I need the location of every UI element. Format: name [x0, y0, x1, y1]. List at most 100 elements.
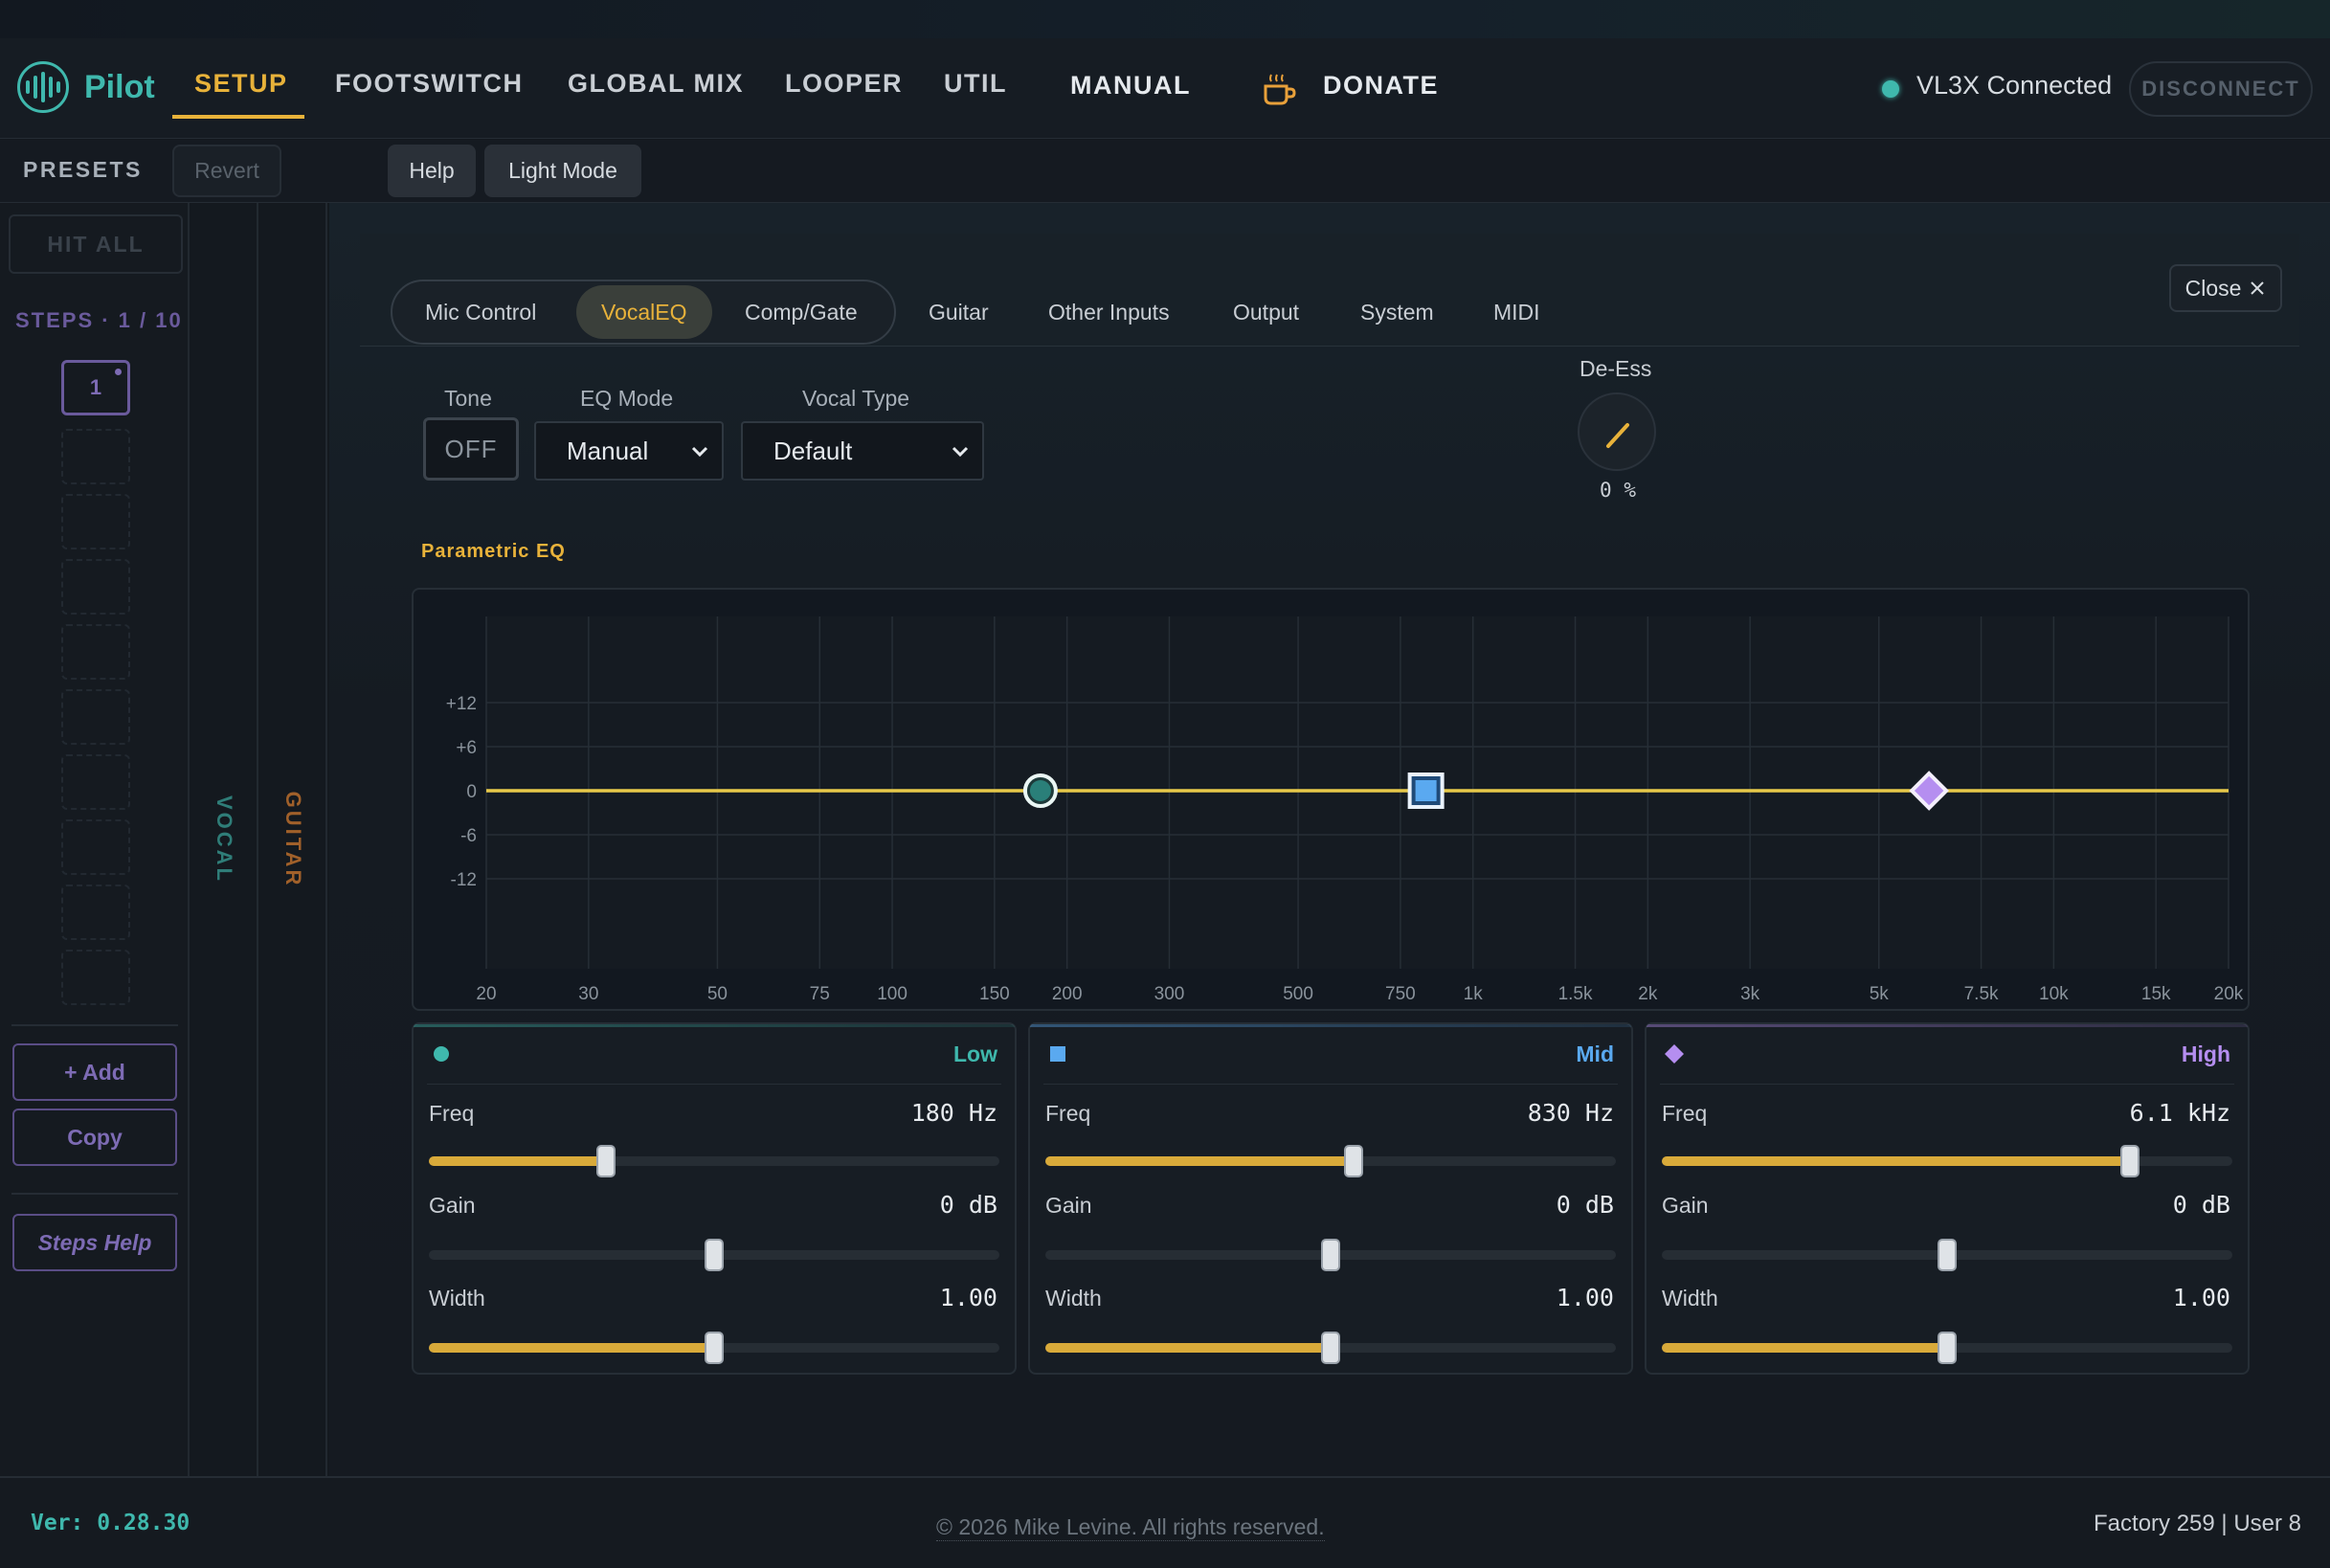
slider-fill [1662, 1343, 1947, 1353]
hit-all-button[interactable]: HIT ALL [9, 214, 183, 274]
chevron-down-icon [952, 446, 969, 458]
width-slider[interactable] [1045, 1332, 1616, 1364]
footer: Ver: 0.28.30 © 2026 Mike Levine. All rig… [0, 1476, 2330, 1568]
tab-mic-control[interactable]: Mic Control [425, 299, 537, 325]
step-slot[interactable] [61, 819, 130, 875]
slider-fill [429, 1156, 606, 1166]
tab-guitar[interactable]: Guitar [929, 299, 989, 325]
slider-thumb[interactable] [1938, 1332, 1957, 1364]
gain-slider[interactable] [1045, 1239, 1616, 1271]
step-slot[interactable] [61, 950, 130, 1005]
tab-output[interactable]: Output [1233, 299, 1300, 325]
close-label: Close [2184, 275, 2242, 301]
steps-help-button[interactable]: Steps Help [12, 1214, 177, 1271]
slider-thumb[interactable] [1321, 1332, 1340, 1364]
band-name: High [2181, 1042, 2230, 1066]
width-value: 1.00 [2172, 1284, 2230, 1311]
gain-tick-label: 0 [466, 782, 477, 802]
band-accent [414, 1024, 1015, 1027]
slider-fill [1662, 1156, 2130, 1166]
add-step-button[interactable]: + Add [12, 1043, 177, 1101]
divider [1660, 1084, 2234, 1085]
step-slot-active[interactable]: 1 [61, 360, 130, 415]
tab-comp-gate[interactable]: Comp/Gate [745, 299, 858, 325]
tab-system[interactable]: System [1360, 299, 1434, 325]
width-slider[interactable] [1662, 1332, 2232, 1364]
step-slot[interactable] [61, 624, 130, 680]
slider-thumb[interactable] [705, 1239, 724, 1271]
slider-thumb[interactable] [1938, 1239, 1957, 1271]
revert-button[interactable]: Revert [172, 145, 281, 197]
divider [1043, 1084, 1618, 1085]
connection-status-dot [1882, 80, 1899, 98]
tone-toggle[interactable]: OFF [423, 417, 519, 481]
eq-mode-value: Manual [567, 436, 649, 465]
freq-slider[interactable] [429, 1145, 999, 1177]
freq-tick-label: 150 [979, 984, 1010, 1004]
copy-step-button[interactable]: Copy [12, 1109, 177, 1166]
nav-looper[interactable]: LOOPER [785, 69, 904, 98]
guitar-tab[interactable]: GUITAR [260, 203, 327, 1476]
help-button[interactable]: Help [388, 145, 476, 197]
step-slot[interactable] [61, 494, 130, 549]
slider-thumb[interactable] [2119, 1145, 2140, 1177]
eq-mode-select[interactable]: Manual [534, 421, 724, 481]
step-slot[interactable] [61, 885, 130, 940]
gain-tick-label: -6 [460, 826, 477, 846]
light-mode-button[interactable]: Light Mode [484, 145, 641, 197]
freq-tick-label: 75 [810, 984, 830, 1004]
freq-tick-label: 30 [578, 984, 598, 1004]
freq-tick-label: 750 [1385, 984, 1416, 1004]
nav-setup[interactable]: SETUP [194, 69, 288, 98]
slider-thumb[interactable] [595, 1145, 616, 1177]
width-value: 1.00 [1556, 1284, 1614, 1311]
app-name: Pilot [84, 68, 155, 105]
mid-band-handle-inner [1415, 780, 1437, 801]
freq-tick-label: 300 [1154, 984, 1185, 1004]
step-slot[interactable] [61, 689, 130, 745]
gain-slider[interactable] [1662, 1239, 2232, 1271]
vocal-type-select[interactable]: Default [741, 421, 984, 481]
freq-tick-label: 20 [476, 984, 496, 1004]
diamond-marker-icon [1665, 1044, 1684, 1064]
close-button[interactable]: Close [2169, 264, 2282, 312]
vocal-type-value: Default [773, 436, 853, 465]
tab-midi[interactable]: MIDI [1493, 299, 1540, 325]
freq-value: 6.1 kHz [2129, 1099, 2230, 1127]
logo-icon [17, 61, 69, 113]
slider-thumb[interactable] [705, 1332, 724, 1364]
step-slot[interactable] [61, 559, 130, 615]
freq-tick-label: 1k [1464, 984, 1484, 1004]
freq-slider[interactable] [1662, 1145, 2232, 1177]
tab-other-inputs[interactable]: Other Inputs [1048, 299, 1170, 325]
nav-global-mix[interactable]: GLOBAL MIX [568, 69, 745, 98]
slider-thumb[interactable] [1343, 1145, 1363, 1177]
width-slider[interactable] [429, 1332, 999, 1364]
slider-thumb[interactable] [1321, 1239, 1340, 1271]
disconnect-button[interactable]: DISCONNECT [2129, 61, 2313, 117]
app-logo[interactable]: Pilot [17, 61, 155, 113]
gain-value: 0 dB [939, 1191, 997, 1219]
de-ess-knob[interactable] [1578, 392, 1656, 471]
step-slot[interactable] [61, 754, 130, 810]
vocal-type-label: Vocal Type [802, 386, 910, 411]
gain-label: Gain [1045, 1193, 1092, 1218]
donate-link[interactable]: DONATE [1323, 71, 1439, 100]
tab-vocaleq[interactable]: VocalEQ [576, 285, 712, 339]
steps-sidebar: HIT ALL STEPS · 1 / 10 1 + Add Copy Step… [0, 203, 190, 1476]
eq-graph[interactable]: 20 30 50 75 100 150 200 300 500 750 1k 1.5k 2k 3k 5k 7.… [412, 588, 2250, 1011]
copyright-link[interactable]: © 2026 Mike Levine. All rights reserved. [936, 1514, 1325, 1541]
step-slot[interactable] [61, 429, 130, 484]
gain-slider[interactable] [429, 1239, 999, 1271]
freq-slider[interactable] [1045, 1145, 1616, 1177]
nav-util[interactable]: UTIL [944, 69, 1007, 98]
nav-manual[interactable]: MANUAL [1070, 71, 1191, 100]
freq-tick-label: 3k [1740, 984, 1760, 1004]
band-card-low: Low Freq 180 Hz Gain 0 dB Width 1.00 [412, 1022, 1017, 1375]
gain-tick-label: +12 [446, 694, 477, 714]
vocal-tab[interactable]: VOCAL [191, 203, 258, 1476]
nav-footswitch[interactable]: FOOTSWITCH [335, 69, 524, 98]
freq-tick-label: 50 [707, 984, 728, 1004]
step-number: 1 [89, 375, 102, 399]
high-band-handle[interactable] [1909, 771, 1949, 811]
